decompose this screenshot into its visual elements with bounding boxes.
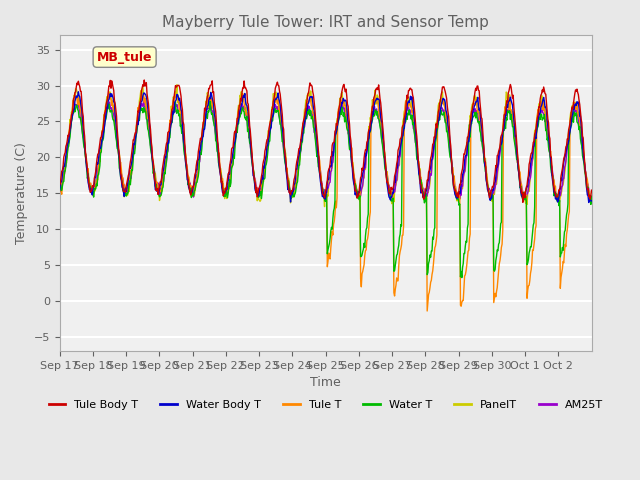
Title: Mayberry Tule Tower: IRT and Sensor Temp: Mayberry Tule Tower: IRT and Sensor Temp — [162, 15, 489, 30]
X-axis label: Time: Time — [310, 376, 341, 389]
Y-axis label: Temperature (C): Temperature (C) — [15, 142, 28, 244]
Text: MB_tule: MB_tule — [97, 50, 152, 63]
Legend: Tule Body T, Water Body T, Tule T, Water T, PanelT, AM25T: Tule Body T, Water Body T, Tule T, Water… — [44, 396, 607, 415]
